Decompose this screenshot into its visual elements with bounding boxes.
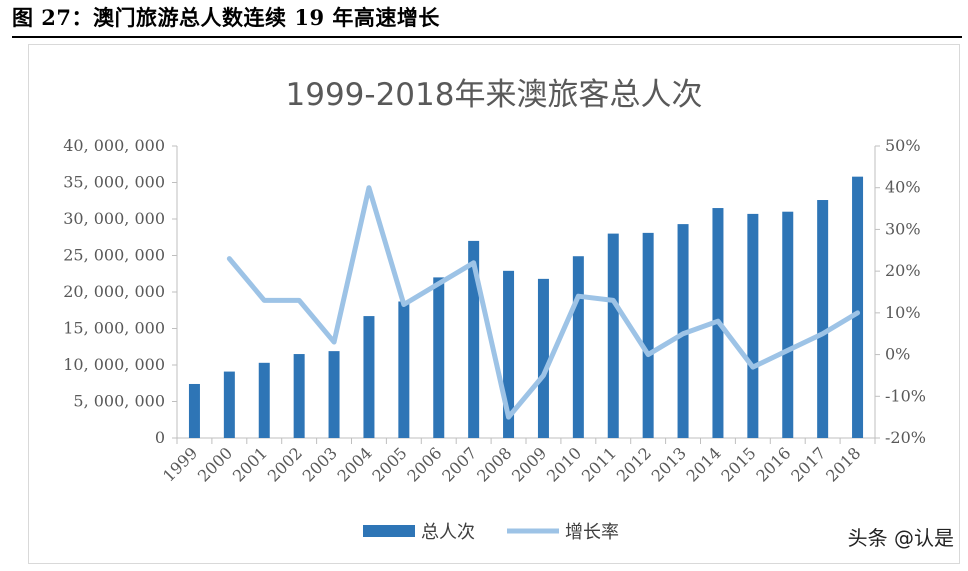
left-tick-label: 5, 000, 000 <box>73 392 165 411</box>
x-tick-label: 2009 <box>508 443 550 485</box>
x-tick-label: 2013 <box>648 443 690 485</box>
bar <box>537 278 549 438</box>
bar <box>258 362 270 438</box>
x-tick-label: 2012 <box>613 443 655 485</box>
combo-chart: 1999-2018年来澳旅客总人次 0 5, 000, 000 10, 000, 0… <box>63 77 926 543</box>
bar <box>188 383 200 438</box>
right-tick-label: 10% <box>885 303 921 322</box>
bar <box>363 316 375 438</box>
right-tick-label: 40% <box>885 178 921 197</box>
line-point <box>473 262 475 264</box>
line-point <box>752 366 754 368</box>
line-series <box>226 185 861 420</box>
line-point <box>822 333 824 335</box>
bar <box>328 351 340 438</box>
legend: 总人次 增长率 <box>363 522 619 543</box>
x-tick-label: 2017 <box>787 443 829 485</box>
bar <box>747 213 759 438</box>
left-tick-label: 10, 000, 000 <box>63 355 165 374</box>
bar <box>677 224 689 438</box>
chart-title: 1999-2018年来澳旅客总人次 <box>286 77 703 113</box>
line-point <box>508 416 510 418</box>
legend-label-line: 增长率 <box>565 522 619 543</box>
bar <box>433 277 445 438</box>
x-tick-label: 2003 <box>299 443 341 485</box>
x-tick-label: 2004 <box>334 443 376 485</box>
bar <box>572 256 584 438</box>
x-tick-label: 2000 <box>194 443 236 485</box>
right-tick-label: -20% <box>885 428 926 447</box>
x-tick-label: 2001 <box>229 443 271 485</box>
line-point <box>647 354 649 356</box>
line-point <box>403 304 405 306</box>
figure-caption: 图 27：澳门旅游总人数连续 19 年高速增长 <box>12 5 440 30</box>
line-point <box>333 341 335 343</box>
left-tick-label: 0 <box>155 428 165 447</box>
line-point <box>787 349 789 351</box>
right-tick-label: 50% <box>885 136 921 155</box>
line-point <box>682 333 684 335</box>
right-tick-label: 20% <box>885 261 921 280</box>
legend-swatch-bars <box>363 525 415 537</box>
line-point <box>228 258 230 260</box>
x-tick-label: 2007 <box>438 443 480 485</box>
right-tick-label: 30% <box>885 219 921 238</box>
left-tick-label: 35, 000, 000 <box>63 173 165 192</box>
x-tick-label: 2008 <box>473 443 515 485</box>
x-tick-label: 2005 <box>368 443 410 485</box>
bar <box>223 371 235 438</box>
line-point <box>368 187 370 189</box>
bar <box>817 200 829 438</box>
left-tick-label: 20, 000, 000 <box>63 282 165 301</box>
left-tick-label: 25, 000, 000 <box>63 246 165 265</box>
watermark-text: 头条 @认是 <box>847 526 954 550</box>
right-tick-label: 0% <box>885 345 910 364</box>
line-point <box>717 320 719 322</box>
bar <box>852 176 864 438</box>
right-y-axis: -20% -10% 0% 10% 20% 30% 40% 50% <box>874 136 926 447</box>
bar <box>782 211 794 438</box>
line-point <box>857 312 859 314</box>
legend-label-bars: 总人次 <box>421 522 475 543</box>
line-point <box>577 295 579 297</box>
x-tick-label: 1999 <box>159 443 201 485</box>
line-point <box>542 374 544 376</box>
line-point <box>438 283 440 285</box>
x-tick-label: 2015 <box>717 443 759 485</box>
x-tick-label: 2010 <box>543 443 585 485</box>
x-tick-label: 2002 <box>264 443 306 485</box>
line-point <box>612 299 614 301</box>
x-tick-label: 2016 <box>752 443 794 485</box>
bar <box>503 270 515 438</box>
x-tick-label: 2006 <box>403 443 445 485</box>
bar <box>642 232 654 438</box>
x-axis: 1999200020012002200320042005200620072008… <box>159 437 876 486</box>
bar <box>607 233 619 438</box>
line-point <box>298 299 300 301</box>
bar <box>398 301 410 438</box>
caption-rule <box>12 36 962 38</box>
right-tick-label: -10% <box>885 386 926 405</box>
x-tick-label: 2018 <box>822 443 864 485</box>
bar-series <box>188 176 864 438</box>
left-y-axis: 0 5, 000, 000 10, 000, 000 15, 000, 000 20, … <box>63 136 178 447</box>
bar <box>293 354 305 438</box>
x-tick-label: 2011 <box>578 443 620 485</box>
left-tick-label: 15, 000, 000 <box>63 319 165 338</box>
left-tick-label: 30, 000, 000 <box>63 209 165 228</box>
bar <box>468 240 480 438</box>
x-tick-label: 2014 <box>683 443 725 485</box>
left-tick-label: 40, 000, 000 <box>63 136 165 155</box>
line-point <box>263 299 265 301</box>
chart-frame: 1999-2018年来澳旅客总人次 0 5, 000, 000 10, 000, 0… <box>28 44 960 564</box>
